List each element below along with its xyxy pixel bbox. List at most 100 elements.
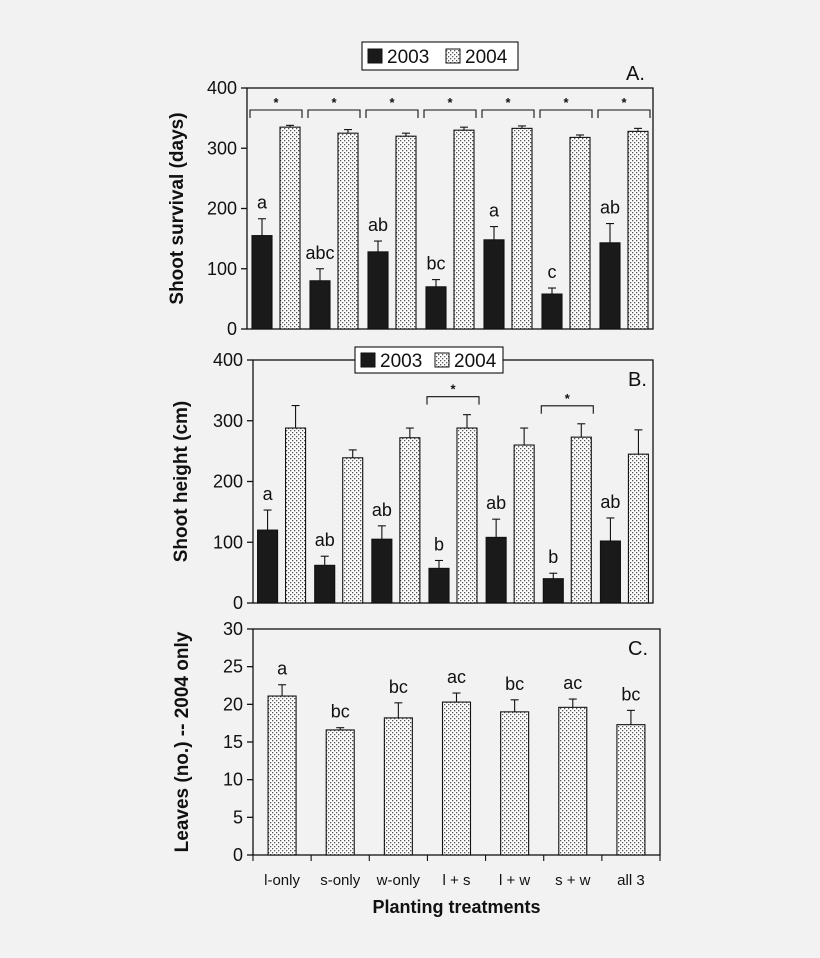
x-tick-label: l-only	[264, 872, 300, 889]
significance-star: *	[331, 95, 337, 110]
bar-2003-3	[425, 286, 447, 330]
panel-tag: C.	[628, 638, 648, 660]
bar-2004-0	[267, 695, 297, 856]
significance-letter: ab	[315, 530, 335, 550]
significance-star: *	[621, 95, 627, 110]
y-tick-label: 25	[223, 657, 243, 677]
x-tick-label: l + s	[443, 872, 471, 889]
bar-2003-0	[257, 529, 279, 604]
significance-star: *	[447, 95, 453, 110]
bar-2004-3	[453, 129, 475, 330]
legend-box	[354, 346, 504, 374]
significance-letter: c	[548, 262, 557, 282]
bar-2003-3	[428, 567, 450, 604]
significance-bracket	[539, 109, 593, 118]
bar-2003-2	[367, 251, 389, 330]
x-tick-label: all 3	[617, 872, 645, 889]
legend-swatch	[445, 48, 461, 64]
significance-letter: a	[263, 484, 274, 504]
significance-letter: a	[489, 201, 500, 221]
y-tick-label: 15	[223, 732, 243, 752]
bar-2003-5	[542, 578, 564, 604]
y-tick-label: 400	[207, 78, 237, 98]
bar-2004-6	[627, 453, 649, 604]
bar-2004-6	[616, 724, 646, 856]
x-tick-label: s-only	[320, 872, 361, 889]
y-tick-label: 100	[213, 532, 243, 552]
significance-letter: bc	[621, 684, 640, 704]
bar-2003-6	[599, 540, 621, 604]
bar-2004-2	[395, 135, 417, 330]
significance-letter: bc	[426, 254, 445, 274]
legend-label: 2003	[387, 47, 429, 68]
significance-letter: b	[548, 547, 558, 567]
bar-2004-2	[399, 437, 421, 604]
bar-2004-6	[627, 130, 649, 330]
significance-letter: ab	[600, 198, 620, 218]
significance-bracket	[481, 109, 535, 118]
legend: 2003 2004	[361, 41, 519, 71]
significance-bracket	[540, 405, 594, 414]
y-axis-label: Shoot height (cm)	[171, 401, 192, 562]
significance-star: *	[273, 95, 279, 110]
bar-2004-1	[325, 729, 355, 856]
significance-letter: b	[434, 534, 444, 554]
x-tick-label: w-only	[376, 872, 421, 889]
plot-frame	[246, 87, 654, 330]
bar-2004-4	[513, 444, 535, 604]
significance-letter: ab	[368, 215, 388, 235]
significance-star: *	[389, 95, 395, 110]
bar-2004-4	[500, 711, 530, 856]
panel-tag: A.	[626, 63, 645, 85]
y-tick-label: 5	[233, 807, 243, 827]
significance-letter: ac	[447, 667, 466, 687]
significance-letter: a	[257, 193, 268, 213]
y-tick-label: 200	[207, 199, 237, 219]
significance-letter: ac	[563, 673, 582, 693]
significance-star: *	[505, 95, 511, 110]
significance-bracket	[423, 109, 477, 118]
significance-letter: ab	[372, 500, 392, 520]
bar-2004-5	[570, 436, 592, 604]
significance-letter: abc	[305, 243, 334, 263]
bar-2004-1	[337, 132, 359, 330]
significance-letter: bc	[331, 702, 350, 722]
panel-tag: B.	[628, 369, 647, 391]
y-tick-label: 400	[213, 350, 243, 370]
significance-star: *	[450, 382, 456, 397]
y-tick-label: 100	[207, 259, 237, 279]
bar-2003-2	[371, 538, 393, 604]
significance-letter: bc	[389, 677, 408, 697]
chart-panel-c: 0 5 10 15 20 25 30 Leaves (no.) -- 2004 only C. a…	[172, 619, 661, 917]
bar-2003-5	[541, 293, 563, 330]
y-tick-label: 30	[223, 619, 243, 639]
chart-panel-b: 0 100 200 300 400 Shoot height (cm) B. a ab ab b ab…	[171, 346, 654, 613]
legend-label: 2004	[465, 47, 508, 68]
bar-2004-0	[279, 126, 301, 330]
legend-swatch	[367, 48, 383, 64]
y-tick-label: 0	[227, 319, 237, 339]
y-tick-label: 200	[213, 472, 243, 492]
y-tick-label: 300	[213, 411, 243, 431]
significance-letter: bc	[505, 674, 524, 694]
bar-2004-5	[558, 706, 588, 856]
y-tick-label: 0	[233, 593, 243, 613]
y-axis-label: Shoot survival (days)	[167, 112, 188, 304]
bar-2003-4	[483, 239, 505, 330]
significance-bracket	[307, 109, 361, 118]
significance-letter: ab	[600, 492, 620, 512]
x-tick-label: s + w	[555, 872, 591, 889]
y-tick-label: 300	[207, 138, 237, 158]
y-tick-label: 10	[223, 770, 243, 790]
bar-2003-6	[599, 242, 621, 330]
bar-2003-1	[314, 564, 336, 604]
significance-star: *	[565, 391, 571, 406]
x-axis-label: Planting treatments	[372, 897, 540, 917]
bar-2003-4	[485, 536, 507, 604]
y-tick-label: 20	[223, 694, 243, 714]
bar-2004-2	[383, 717, 413, 856]
legend-swatch	[360, 352, 376, 368]
bar-2004-3	[441, 701, 472, 856]
